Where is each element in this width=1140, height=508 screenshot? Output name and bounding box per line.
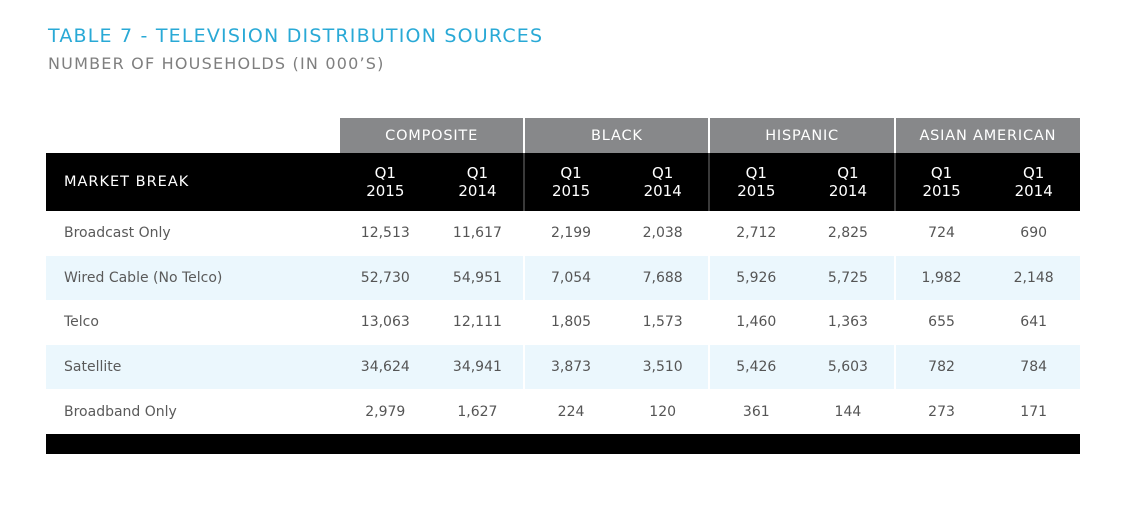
cell-value: 1,627 — [457, 403, 498, 420]
period-quarter: Q1 — [708, 153, 803, 182]
cell-value: 784 — [987, 344, 1080, 390]
table-subtitle: NUMBER OF HOUSEHOLDS (IN 000’S) — [48, 54, 385, 73]
cell-value: 273 — [893, 389, 988, 434]
cell-value: 34,941 — [431, 344, 525, 390]
blank-corner — [46, 118, 339, 153]
cell-value: 7,688 — [616, 255, 710, 301]
cell-value: 54,951 — [431, 255, 525, 301]
market-break-header: MARKET BREAK — [46, 153, 339, 211]
row-label: Broadcast Only — [64, 225, 171, 242]
cell-value: 5,926 — [708, 255, 803, 301]
period-quarter: Q1 — [802, 153, 895, 182]
group-header-asian-american: ASIAN AMERICAN — [893, 118, 1080, 153]
cell-value: 5,603 — [802, 344, 895, 390]
period-year: 2014 — [987, 182, 1080, 211]
row-label: Broadband Only — [64, 403, 177, 420]
period-year: 2015 — [523, 182, 617, 211]
row-label: Satellite — [46, 344, 339, 390]
cell-value: 2,148 — [987, 255, 1080, 301]
cell-value: 13,063 — [360, 314, 410, 331]
period-year: 2015 — [893, 182, 988, 211]
cell-value: 1,982 — [893, 255, 988, 301]
cell-value: 7,054 — [523, 255, 617, 301]
cell-value: 724 — [893, 211, 988, 256]
distribution-table: COMPOSITE BLACK HISPANIC ASIAN AMERICAN … — [46, 118, 1080, 454]
table-row: Telco 13,063 12,111 1,805 1,573 1,460 1,363 655… — [46, 300, 1080, 345]
cell-value: 2,712 — [708, 211, 803, 256]
row-label: Wired Cable (No Telco) — [46, 255, 339, 301]
cell-value: 2,038 — [642, 225, 683, 242]
cell-value: 782 — [893, 344, 988, 390]
cell-value: 120 — [649, 403, 677, 420]
period-year: 2015 — [338, 182, 432, 211]
period-year: 2014 — [802, 182, 895, 211]
period-year: 2014 — [431, 182, 525, 211]
period-quarter: Q1 — [987, 153, 1080, 182]
group-header-composite: COMPOSITE — [337, 118, 525, 153]
cell-value: 1,363 — [827, 314, 868, 331]
period-year: 2014 — [616, 182, 710, 211]
table-row: Broadcast Only 12,513 11,617 2,199 2,038 2,71… — [46, 211, 1080, 256]
table-row: Broadband Only 2,979 1,627 224 120 361 144 273 1… — [46, 389, 1080, 434]
period-quarter: Q1 — [523, 153, 617, 182]
cell-value: 12,513 — [360, 225, 410, 242]
cell-value: 5,426 — [708, 344, 803, 390]
cell-value: 641 — [1020, 314, 1048, 331]
period-quarter: Q1 — [616, 153, 710, 182]
cell-value: 5,725 — [802, 255, 895, 301]
table-row: Satellite 34,624 34,941 3,873 3,510 5,426 5,60… — [46, 344, 1080, 390]
cell-value: 1,805 — [523, 300, 617, 345]
cell-value: 2,199 — [523, 211, 617, 256]
cell-value: 690 — [1020, 225, 1048, 242]
table-title: TABLE 7 - TELEVISION DISTRIBUTION SOURCE… — [48, 25, 544, 47]
cell-value: 12,111 — [452, 314, 502, 331]
row-label: Telco — [64, 314, 99, 331]
cell-value: 1,573 — [642, 314, 683, 331]
cell-value: 655 — [893, 300, 988, 345]
cell-value: 171 — [1020, 403, 1048, 420]
cell-value: 3,873 — [523, 344, 617, 390]
cell-value: 34,624 — [338, 344, 432, 390]
group-header-black: BLACK — [523, 118, 710, 153]
cell-value: 1,460 — [708, 300, 803, 345]
cell-value: 11,617 — [452, 225, 502, 242]
cell-value: 224 — [523, 389, 617, 434]
period-quarter: Q1 — [893, 153, 988, 182]
period-year: 2015 — [708, 182, 803, 211]
table-footer-bar — [46, 433, 1080, 454]
cell-value: 3,510 — [616, 344, 710, 390]
cell-value: 144 — [834, 403, 862, 420]
period-quarter: Q1 — [338, 153, 432, 182]
group-header-hispanic: HISPANIC — [708, 118, 895, 153]
period-quarter: Q1 — [431, 153, 525, 182]
cell-value: 2,825 — [827, 225, 868, 242]
cell-value: 361 — [708, 389, 803, 434]
cell-value: 52,730 — [338, 255, 432, 301]
table-row: Wired Cable (No Telco) 52,730 54,951 7,054 7… — [46, 255, 1080, 301]
cell-value: 2,979 — [365, 403, 406, 420]
